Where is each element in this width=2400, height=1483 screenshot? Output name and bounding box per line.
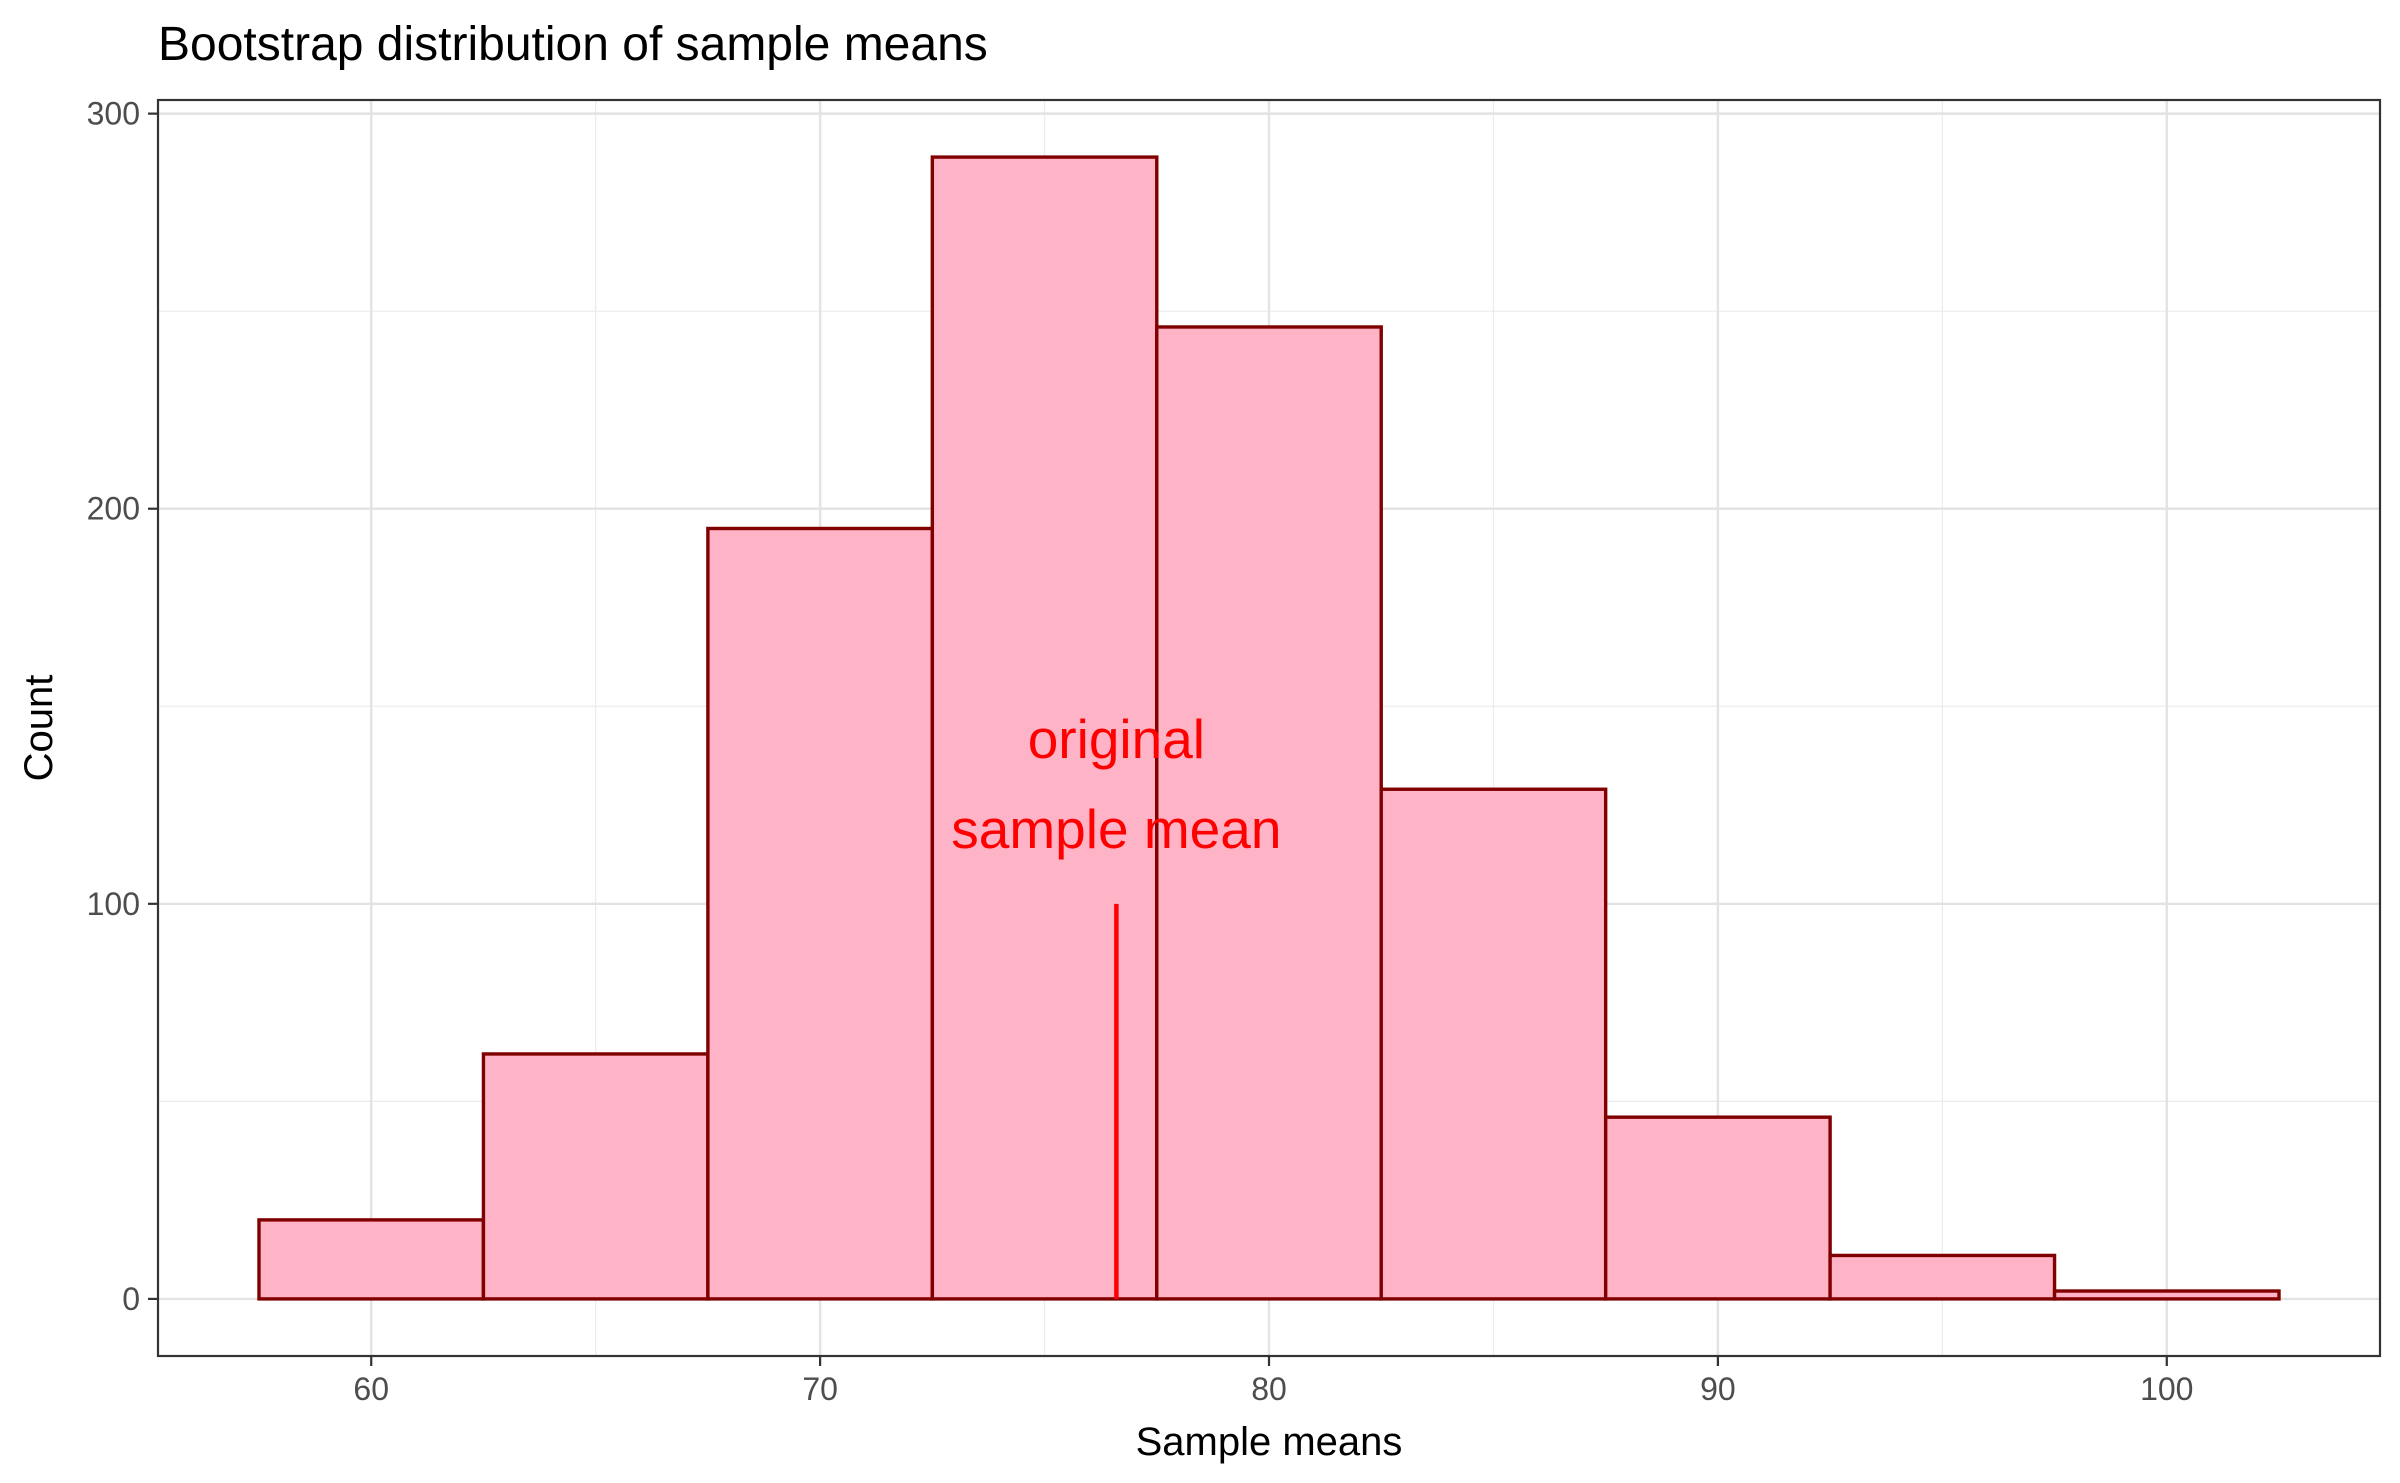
histogram-bar xyxy=(1828,1253,2057,1301)
y-tick-label: 200 xyxy=(87,491,140,527)
x-axis-ticks: 60 70 80 90 100 xyxy=(353,1356,2193,1407)
annotation: original sample mean xyxy=(951,708,1281,1299)
y-tick-label: 100 xyxy=(87,886,140,922)
histogram-bar xyxy=(706,526,935,1301)
x-tick-label: 100 xyxy=(2140,1371,2193,1407)
annotation-label: sample mean xyxy=(951,798,1281,860)
y-tick-label: 0 xyxy=(122,1281,140,1317)
histogram-bar xyxy=(257,1218,486,1301)
annotation-label: original xyxy=(1028,708,1205,770)
x-tick-label: 90 xyxy=(1700,1371,1736,1407)
histogram-bars xyxy=(257,155,2281,1301)
histogram-bar xyxy=(1379,787,1608,1301)
y-axis-ticks: 0 100 200 300 xyxy=(87,96,158,1317)
histogram-bar xyxy=(481,1052,710,1301)
histogram-bar xyxy=(1603,1115,1832,1301)
x-tick-label: 70 xyxy=(802,1371,838,1407)
chart-title: Bootstrap distribution of sample means xyxy=(158,18,988,71)
histogram-bar xyxy=(1155,325,1383,1301)
histogram-bar xyxy=(2052,1289,2281,1301)
histogram-bar xyxy=(930,155,1159,1301)
x-tick-label: 60 xyxy=(353,1371,389,1407)
x-axis-title: Sample means xyxy=(1136,1420,1403,1464)
y-axis-title: Count xyxy=(17,675,61,782)
y-tick-label: 300 xyxy=(87,96,140,132)
x-tick-label: 80 xyxy=(1251,1371,1287,1407)
